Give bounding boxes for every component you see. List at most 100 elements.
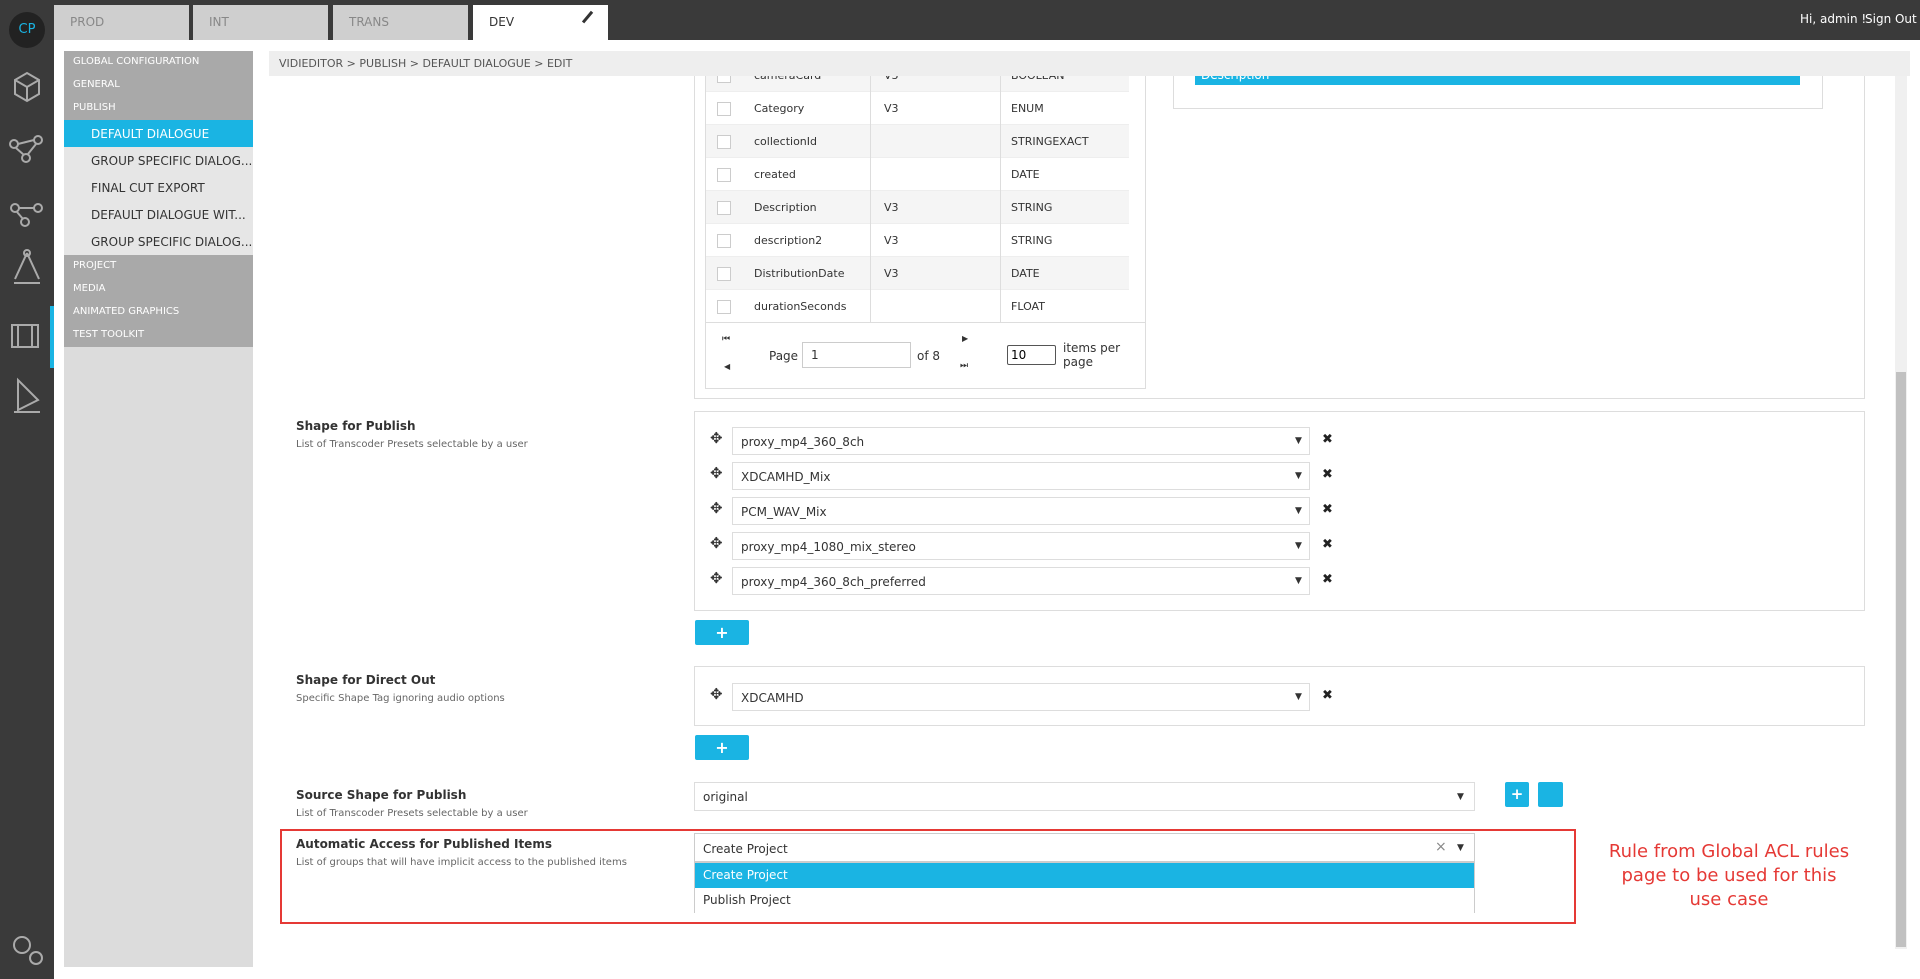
table-frame xyxy=(705,76,1146,389)
pager-last[interactable]: ⏭ xyxy=(960,361,969,371)
preset-select[interactable]: PCM_WAV_Mix ▼ xyxy=(732,497,1310,525)
drag-handle[interactable]: ✥ xyxy=(710,685,723,703)
col-divider xyxy=(870,92,871,125)
row-checkbox[interactable] xyxy=(717,267,731,281)
table-cell: cameraCard xyxy=(754,76,821,82)
menu-section-label: PROJECT xyxy=(73,260,117,271)
menu-section[interactable]: ANIMATED GRAPHICS xyxy=(64,301,253,324)
col-divider xyxy=(870,125,871,158)
selected-field[interactable]: Description xyxy=(1195,76,1800,85)
pager-label: Page xyxy=(769,349,799,363)
row-checkbox[interactable] xyxy=(717,300,731,314)
preset-select[interactable]: proxy_mp4_360_8ch ▼ xyxy=(732,427,1310,455)
menu-section-label: GLOBAL CONFIGURATION xyxy=(73,56,200,67)
env-tab[interactable]: PROD xyxy=(54,5,189,40)
menu-item-label: DEFAULT DIALOGUE xyxy=(91,127,210,141)
sign-out[interactable]: Sign Out xyxy=(1865,12,1917,26)
pager-next[interactable]: ▶ xyxy=(962,334,969,343)
preset-value: PCM_WAV_Mix xyxy=(741,505,827,519)
add-button[interactable]: + xyxy=(695,620,749,645)
menu-item[interactable]: DEFAULT DIALOGUE WIT... xyxy=(64,201,253,228)
table-row xyxy=(706,257,1129,290)
table-cell: ENUM xyxy=(1011,102,1044,115)
dropdown-option[interactable]: Publish Project xyxy=(695,888,1474,913)
remove-button[interactable]: ✖ xyxy=(1322,502,1333,517)
table-cell: V3 xyxy=(884,201,899,214)
remove-button[interactable]: ✖ xyxy=(1322,572,1333,587)
row-checkbox[interactable] xyxy=(717,234,731,248)
menu-section[interactable]: TEST TOOLKIT xyxy=(64,324,253,347)
drag-handle[interactable]: ✥ xyxy=(710,429,723,447)
preset-value: XDCAMHD_Mix xyxy=(741,470,831,484)
preset-select[interactable]: proxy_mp4_1080_mix_stereo ▼ xyxy=(732,532,1310,560)
page-size-select[interactable]: 10 xyxy=(1007,345,1056,365)
table-cell: description2 xyxy=(754,234,823,247)
col-divider xyxy=(870,290,871,323)
table-cell: created xyxy=(754,168,796,181)
row-checkbox[interactable] xyxy=(717,76,731,83)
table-cell: V3 xyxy=(884,234,899,247)
menu-section-label: GENERAL xyxy=(73,79,120,90)
table-cell: STRINGEXACT xyxy=(1011,135,1089,148)
env-tab-label: PROD xyxy=(70,15,105,29)
field-label: Automatic Access for Published Items xyxy=(296,837,552,851)
drag-handle[interactable]: ✥ xyxy=(710,569,723,587)
row-checkbox[interactable] xyxy=(717,201,731,215)
table-row xyxy=(706,158,1129,191)
drag-handle[interactable]: ✥ xyxy=(710,534,723,552)
menu-item[interactable]: GROUP SPECIFIC DIALOG... xyxy=(64,228,253,255)
drag-handle[interactable]: ✥ xyxy=(710,499,723,517)
menu-item[interactable]: GROUP SPECIFIC DIALOG... xyxy=(64,147,253,174)
env-tab-label: INT xyxy=(209,15,229,29)
annotation: Rule from Global ACL rules page to be us… xyxy=(1608,841,1850,910)
menu-section[interactable]: PUBLISH xyxy=(64,97,253,120)
add-button[interactable]: + xyxy=(1505,782,1529,807)
breadcrumb: VIDIEDITOR > PUBLISH > DEFAULT DIALOGUE … xyxy=(279,57,573,70)
remove-button[interactable]: ✖ xyxy=(1322,537,1333,552)
menu-section[interactable]: PROJECT xyxy=(64,255,253,278)
remove-button[interactable]: ✖ xyxy=(1322,467,1333,482)
preset-select[interactable]: proxy_mp4_360_8ch_preferred ▼ xyxy=(732,567,1310,595)
env-tab[interactable]: TRANS xyxy=(333,5,468,40)
table-row xyxy=(706,76,1129,92)
menu-item[interactable]: DEFAULT DIALOGUE xyxy=(64,120,253,147)
pager-first[interactable]: ⏮ xyxy=(722,334,731,344)
menu-section[interactable]: GENERAL xyxy=(64,74,253,97)
browse-button[interactable] xyxy=(1538,782,1563,807)
remove-button[interactable]: ✖ xyxy=(1322,688,1333,703)
drag-handle[interactable]: ✥ xyxy=(710,464,723,482)
remove-button[interactable]: ✖ xyxy=(1322,432,1333,447)
table-cell: V3 xyxy=(884,102,899,115)
menu-item[interactable]: FINAL CUT EXPORT xyxy=(64,174,253,201)
col-divider xyxy=(870,158,871,191)
table-cell: DistributionDate xyxy=(754,267,845,280)
breadcrumb-bar xyxy=(269,51,1910,76)
pager-prev[interactable]: ◀ xyxy=(724,362,731,371)
clear-icon[interactable]: × xyxy=(1435,839,1447,855)
select-arrow: ▼ xyxy=(1457,843,1464,853)
preset-select[interactable]: XDCAMHD ▼ xyxy=(732,683,1310,711)
table-cell: V3 xyxy=(884,267,899,280)
page-input[interactable]: 1 xyxy=(802,342,911,368)
add-button[interactable]: + xyxy=(695,735,749,760)
source-select[interactable]: original ▼ xyxy=(694,782,1475,811)
preset-value: proxy_mp4_360_8ch_preferred xyxy=(741,575,926,589)
row-checkbox[interactable] xyxy=(717,135,731,149)
access-select[interactable]: Create Project × ▼ xyxy=(694,833,1475,862)
col-divider xyxy=(1000,257,1001,290)
access-value: Create Project xyxy=(703,842,788,856)
env-tab[interactable]: DEV xyxy=(473,5,608,40)
menu-item-label: DEFAULT DIALOGUE WIT... xyxy=(91,208,246,222)
menu-section[interactable]: GLOBAL CONFIGURATION xyxy=(64,51,253,74)
select-arrow: ▼ xyxy=(1295,576,1302,586)
col-divider xyxy=(1000,224,1001,257)
menu-section[interactable]: MEDIA xyxy=(64,278,253,301)
select-arrow: ▼ xyxy=(1457,792,1464,802)
dropdown-option[interactable]: Create Project xyxy=(695,863,1474,888)
row-checkbox[interactable] xyxy=(717,102,731,116)
row-checkbox[interactable] xyxy=(717,168,731,182)
preset-select[interactable]: XDCAMHD_Mix ▼ xyxy=(732,462,1310,490)
table-cell: STRING xyxy=(1011,234,1053,247)
env-tab[interactable]: INT xyxy=(193,5,328,40)
